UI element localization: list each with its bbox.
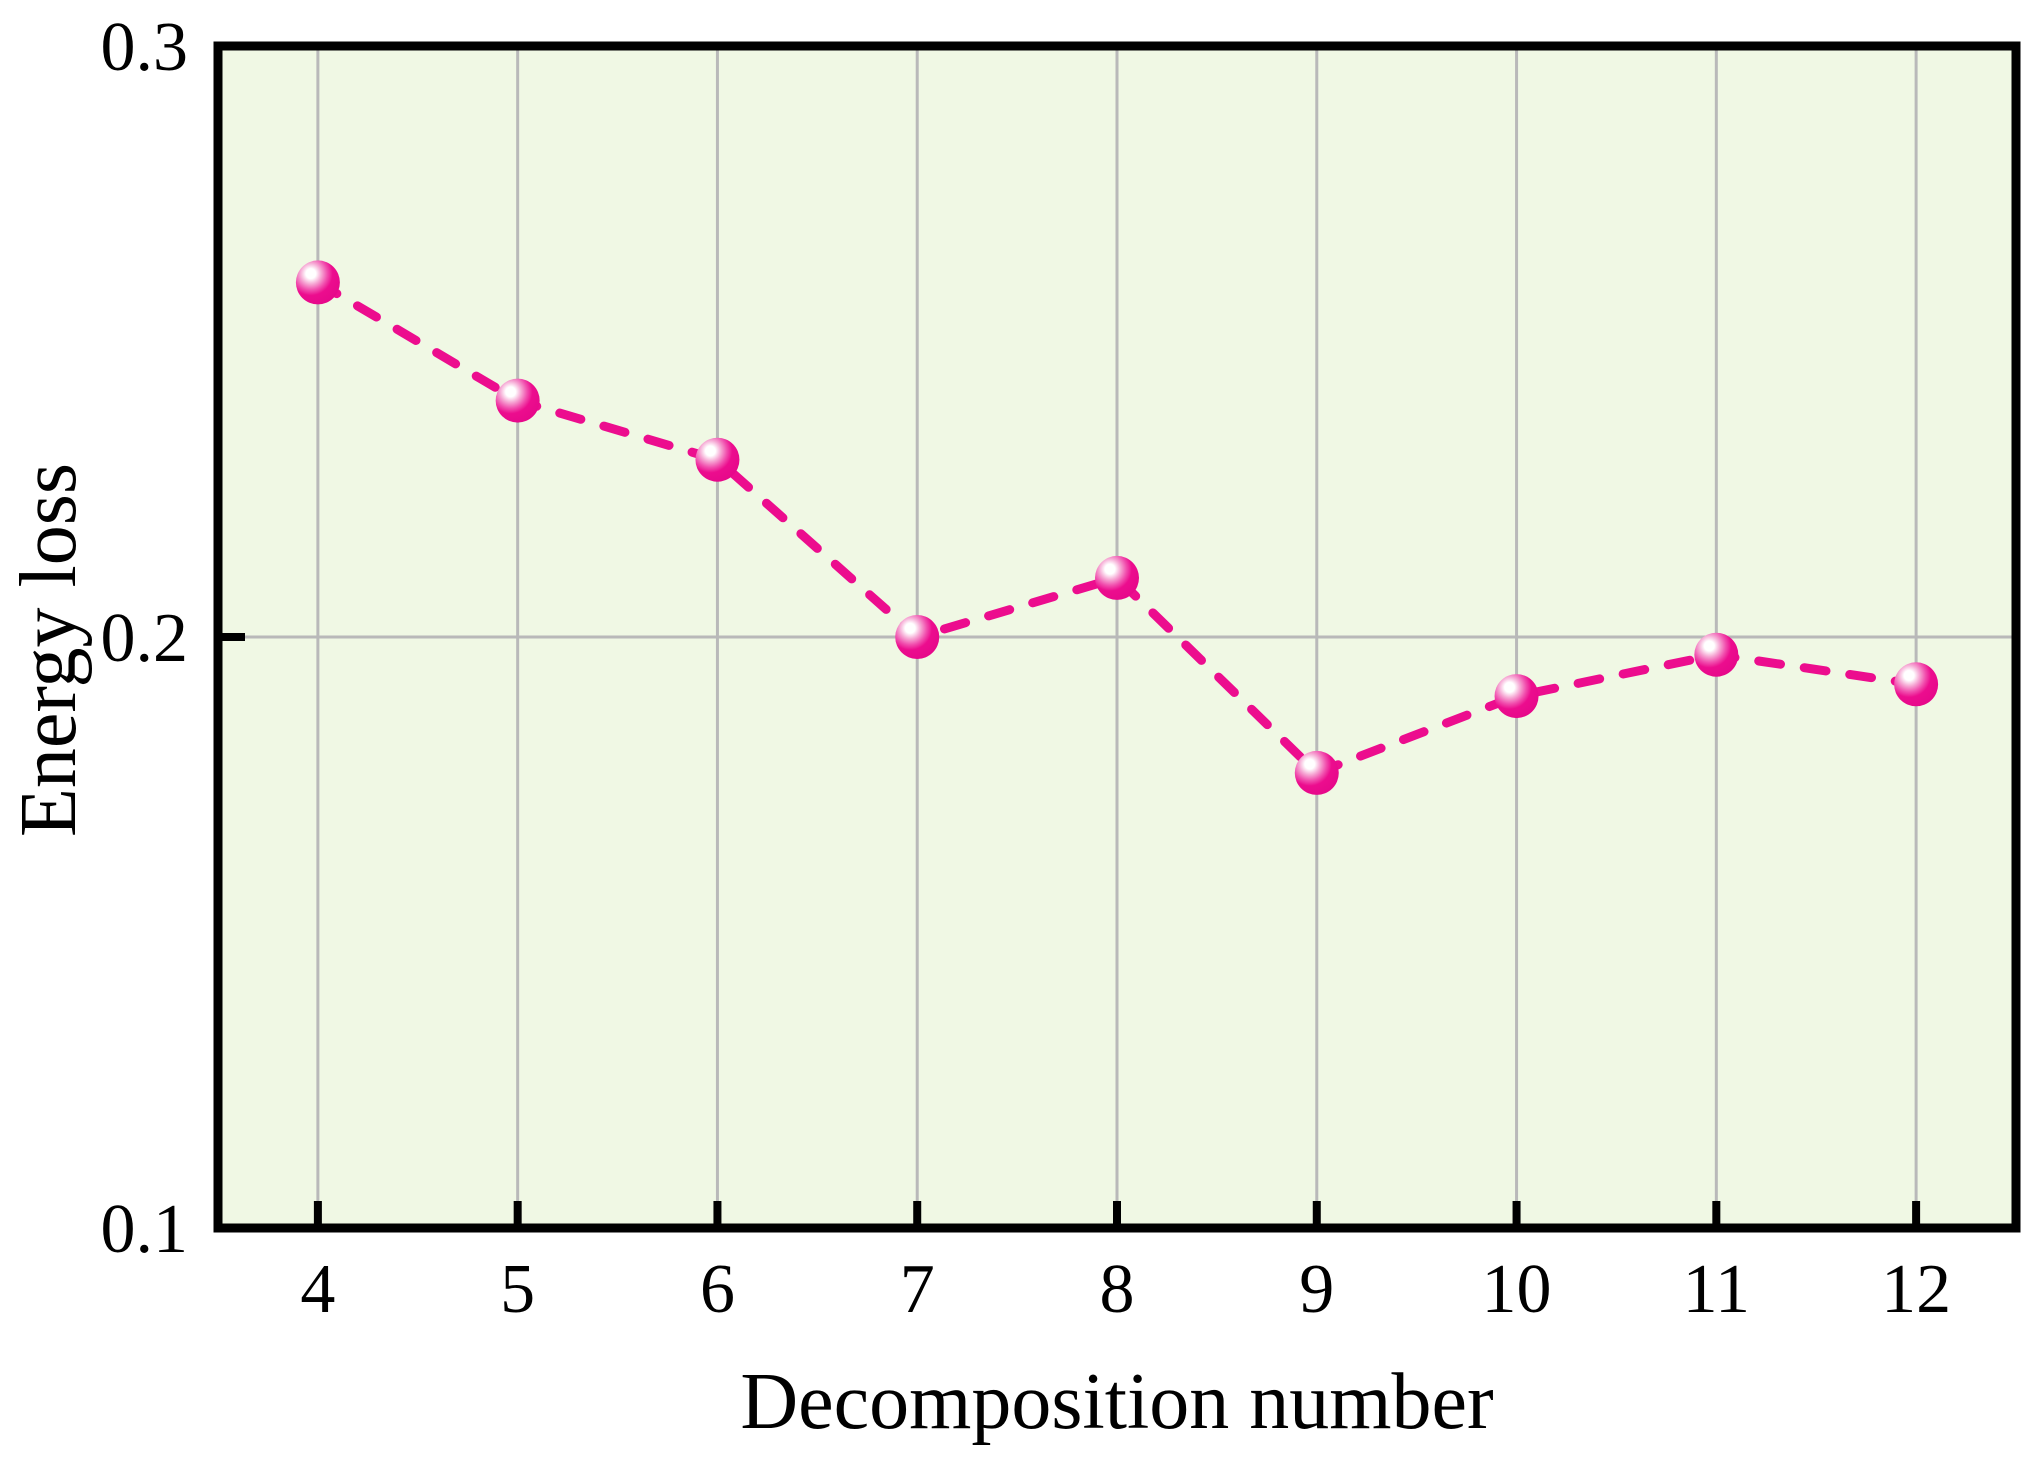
x-tick-label: 9 bbox=[1299, 1251, 1334, 1328]
x-tick-label: 8 bbox=[1100, 1251, 1135, 1328]
y-axis-label: Energy loss bbox=[5, 463, 93, 837]
x-tick-label: 7 bbox=[900, 1251, 935, 1328]
x-tick-label: 6 bbox=[700, 1251, 735, 1328]
data-point bbox=[1294, 750, 1339, 795]
data-point bbox=[1694, 632, 1739, 677]
y-tick-label: 0.2 bbox=[101, 600, 189, 677]
x-tick-label: 4 bbox=[300, 1251, 335, 1328]
data-point bbox=[1494, 674, 1539, 719]
data-point bbox=[1095, 555, 1139, 600]
x-tick-label: 10 bbox=[1482, 1251, 1552, 1328]
data-point bbox=[895, 615, 940, 659]
data-point bbox=[495, 378, 540, 423]
data-point bbox=[695, 437, 740, 482]
y-tick-label: 0.1 bbox=[101, 1191, 189, 1268]
data-point bbox=[295, 260, 340, 305]
y-tick-label: 0.3 bbox=[101, 9, 189, 86]
x-axis-label: Decomposition number bbox=[740, 1358, 1493, 1446]
x-tick-label: 12 bbox=[1881, 1251, 1951, 1328]
data-point bbox=[1894, 662, 1939, 707]
x-tick-label: 5 bbox=[500, 1251, 535, 1328]
x-tick-label: 11 bbox=[1683, 1251, 1750, 1328]
